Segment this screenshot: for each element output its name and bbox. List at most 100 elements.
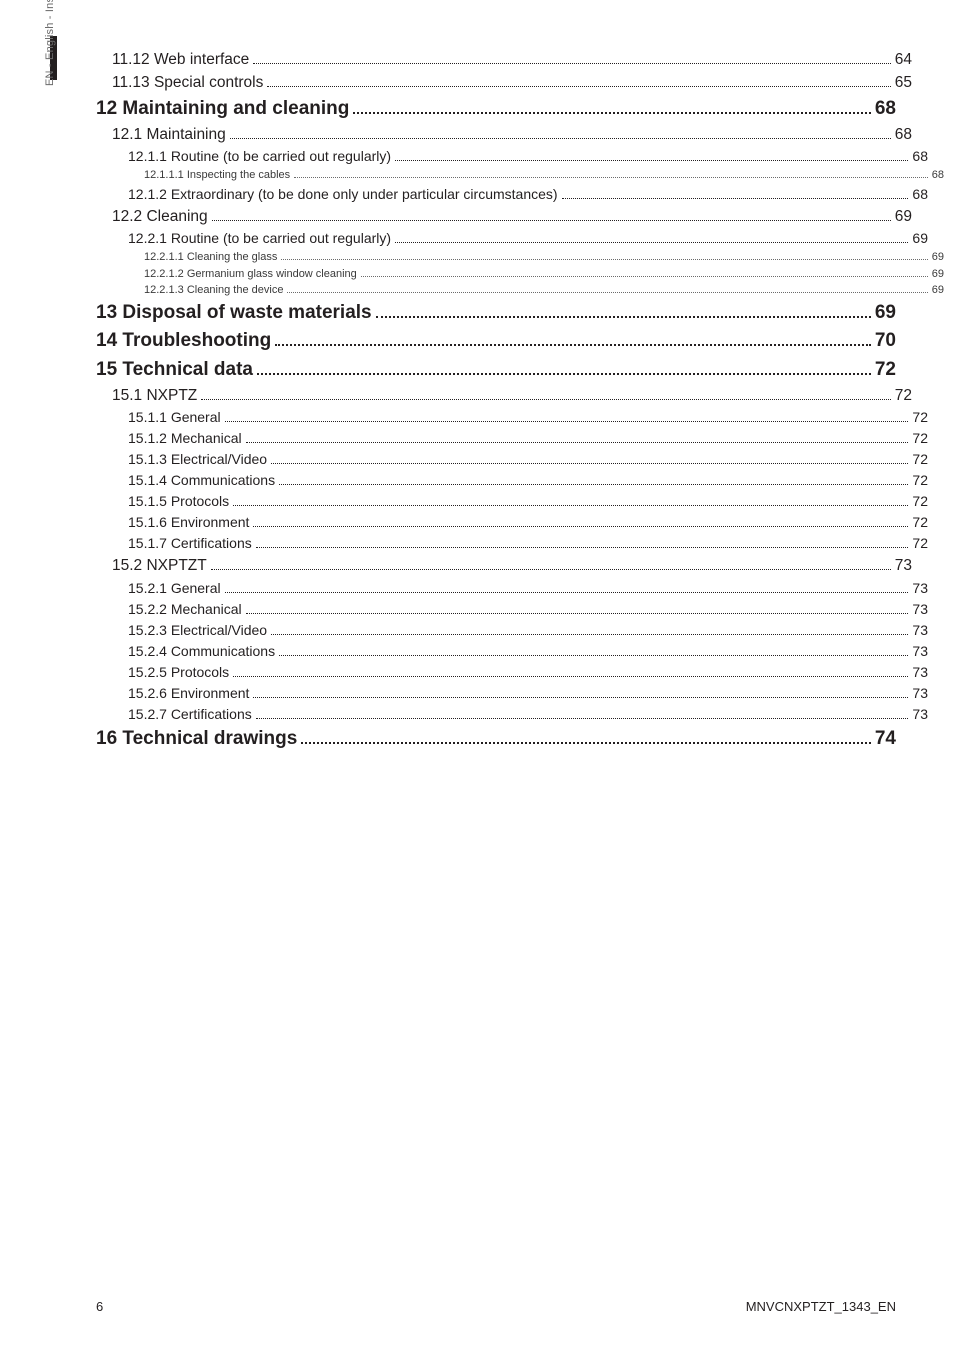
toc-entry: 12 Maintaining and cleaning 68 [96, 95, 896, 124]
toc-entry: 15.2.2 Mechanical 73 [128, 599, 928, 620]
toc-leader-dots [395, 151, 908, 161]
toc-entry: 12.2.1.3 Cleaning the device 69 [144, 282, 944, 299]
toc-page-number: 72 [912, 491, 928, 512]
toc-title: 15.2.3 Electrical/Video [128, 620, 267, 641]
toc-entry: 15.2.5 Protocols 73 [128, 662, 928, 683]
toc-entry: 12.1.1.1 Inspecting the cables 68 [144, 167, 944, 184]
toc-entry: 15.1.7 Certifications 72 [128, 533, 928, 554]
toc-page-number: 73 [912, 704, 928, 725]
toc-title: 12.1.1.1 Inspecting the cables [144, 167, 290, 184]
toc-page-number: 73 [895, 554, 912, 577]
toc-title: 14 Troubleshooting [96, 327, 271, 356]
toc-leader-dots [233, 667, 908, 677]
toc-page-number: 69 [932, 249, 944, 266]
toc-page-number: 73 [912, 599, 928, 620]
toc-leader-dots [281, 252, 927, 260]
toc-entry: 15.2.6 Environment 73 [128, 683, 928, 704]
toc-title: 12.2 Cleaning [112, 205, 208, 228]
toc-title: 15.2.5 Protocols [128, 662, 229, 683]
toc-leader-dots [271, 454, 908, 464]
toc-title: 15.2.4 Communications [128, 641, 275, 662]
toc-leader-dots [562, 189, 909, 199]
toc-title: 15.2.2 Mechanical [128, 599, 242, 620]
toc-title: 12.1 Maintaining [112, 123, 226, 146]
toc-entry: 12.2.1.1 Cleaning the glass 69 [144, 249, 944, 266]
toc-page-number: 72 [895, 384, 912, 407]
toc-title: 12.1.1 Routine (to be carried out regula… [128, 146, 391, 167]
table-of-contents: 11.12 Web interface 6411.13 Special cont… [96, 48, 896, 753]
page-number: 6 [96, 1299, 103, 1314]
toc-title: 12.2.1 Routine (to be carried out regula… [128, 228, 391, 249]
toc-entry: 15.2.7 Certifications 73 [128, 704, 928, 725]
toc-title: 15.1.7 Certifications [128, 533, 252, 554]
toc-entry: 15.1.6 Environment 72 [128, 512, 928, 533]
toc-entry: 15.2 NXPTZT 73 [112, 554, 912, 577]
toc-title: 12.2.1.3 Cleaning the device [144, 282, 283, 299]
toc-title: 12.1.2 Extraordinary (to be done only un… [128, 184, 558, 205]
toc-leader-dots [279, 646, 908, 656]
toc-title: 15.1.3 Electrical/Video [128, 449, 267, 470]
toc-page-number: 68 [932, 167, 944, 184]
toc-entry: 15.2.4 Communications 73 [128, 641, 928, 662]
toc-entry: 12.1 Maintaining 68 [112, 123, 912, 146]
toc-title: 11.12 Web interface [112, 48, 249, 71]
toc-leader-dots [353, 100, 870, 113]
toc-page-number: 70 [875, 327, 896, 356]
toc-title: 15.2.6 Environment [128, 683, 249, 704]
toc-page-number: 68 [895, 123, 912, 146]
toc-leader-dots [246, 433, 909, 443]
document-code: MNVCNXPTZT_1343_EN [746, 1299, 896, 1314]
toc-title: 15.1 NXPTZ [112, 384, 197, 407]
toc-leader-dots [256, 538, 909, 548]
toc-page-number: 69 [875, 299, 896, 328]
toc-page-number: 68 [912, 146, 928, 167]
toc-entry: 15.1.4 Communications 72 [128, 470, 928, 491]
toc-leader-dots [253, 688, 908, 698]
toc-page-number: 69 [932, 266, 944, 283]
toc-leader-dots [267, 76, 890, 87]
toc-entry: 12.2 Cleaning 69 [112, 205, 912, 228]
toc-entry: 13 Disposal of waste materials 69 [96, 299, 896, 328]
toc-leader-dots [301, 730, 871, 743]
toc-title: 12 Maintaining and cleaning [96, 95, 349, 124]
toc-page-number: 69 [895, 205, 912, 228]
toc-leader-dots [256, 709, 909, 719]
toc-page-number: 72 [912, 470, 928, 491]
toc-leader-dots [230, 128, 891, 139]
toc-title: 15 Technical data [96, 356, 253, 385]
toc-leader-dots [253, 53, 890, 64]
toc-page-number: 73 [912, 662, 928, 683]
toc-entry: 12.1.2 Extraordinary (to be done only un… [128, 184, 928, 205]
toc-page-number: 69 [932, 282, 944, 299]
toc-entry: 12.2.1 Routine (to be carried out regula… [128, 228, 928, 249]
page-content: 11.12 Web interface 6411.13 Special cont… [0, 0, 954, 753]
toc-page-number: 68 [912, 184, 928, 205]
toc-page-number: 72 [912, 407, 928, 428]
toc-page-number: 65 [895, 71, 912, 94]
toc-leader-dots [212, 210, 891, 221]
toc-leader-dots [361, 269, 928, 277]
toc-entry: 15.1.1 General 72 [128, 407, 928, 428]
toc-leader-dots [279, 475, 908, 485]
toc-leader-dots [201, 389, 890, 400]
toc-entry: 15.1.2 Mechanical 72 [128, 428, 928, 449]
toc-entry: 11.12 Web interface 64 [112, 48, 912, 71]
toc-page-number: 73 [912, 641, 928, 662]
toc-leader-dots [225, 583, 909, 593]
toc-leader-dots [211, 559, 891, 570]
toc-entry: 15.2.1 General 73 [128, 578, 928, 599]
toc-page-number: 72 [875, 356, 896, 385]
toc-entry: 12.2.1.2 Germanium glass window cleaning… [144, 266, 944, 283]
toc-leader-dots [395, 233, 908, 243]
toc-entry: 11.13 Special controls 65 [112, 71, 912, 94]
toc-page-number: 73 [912, 683, 928, 704]
toc-title: 15.1.2 Mechanical [128, 428, 242, 449]
toc-entry: 15 Technical data 72 [96, 356, 896, 385]
toc-title: 12.2.1.2 Germanium glass window cleaning [144, 266, 357, 283]
toc-page-number: 73 [912, 578, 928, 599]
toc-page-number: 69 [912, 228, 928, 249]
toc-leader-dots [257, 361, 871, 374]
toc-page-number: 64 [895, 48, 912, 71]
toc-title: 11.13 Special controls [112, 71, 263, 94]
toc-page-number: 72 [912, 449, 928, 470]
